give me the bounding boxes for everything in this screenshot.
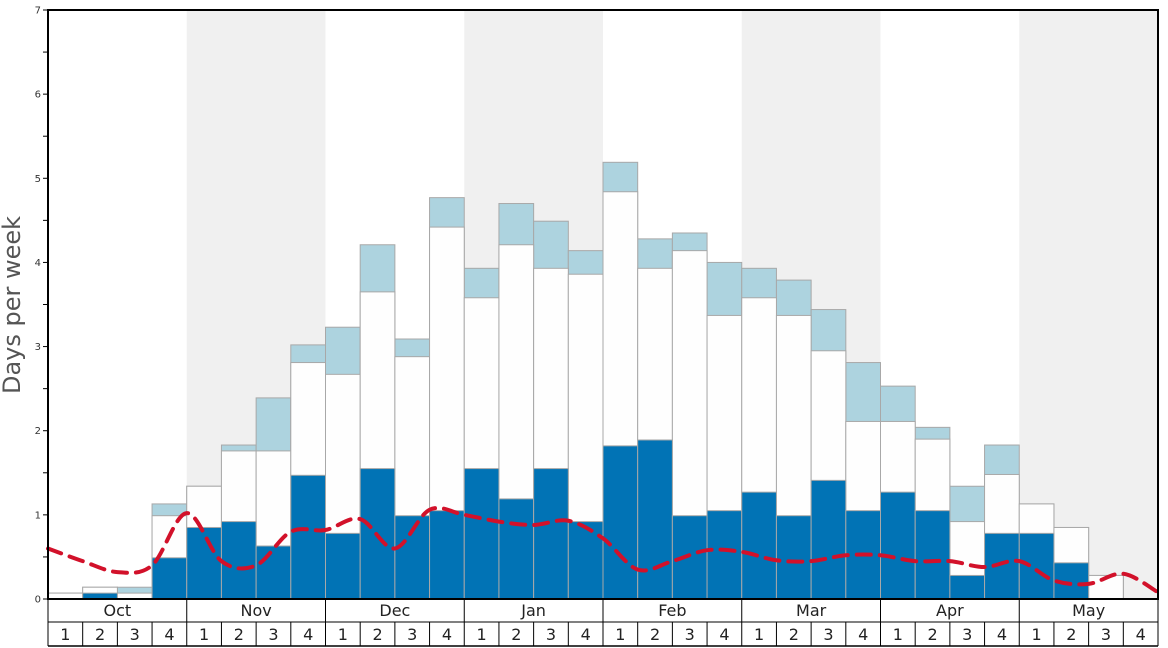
bar [741,491,777,600]
bar [637,439,673,600]
week-label: 1 [199,625,209,644]
bar [706,510,743,600]
bar [429,510,465,600]
bar [775,515,812,600]
bar [602,445,639,600]
month-label: Feb [658,601,686,620]
week-label: 2 [372,625,382,644]
month-band [1019,10,1158,599]
week-label: 4 [1136,625,1146,644]
week-label: 3 [962,625,972,644]
week-label: 3 [268,625,278,644]
week-label: 2 [650,625,660,644]
bar [290,474,326,600]
week-label: 2 [511,625,521,644]
week-label: 3 [130,625,140,644]
month-label: Apr [936,601,964,620]
y-tick-label: 4 [35,258,41,269]
month-label: Dec [379,601,410,620]
month-label: Jan [520,601,546,620]
week-label: 4 [719,625,729,644]
bar [880,491,916,600]
week-label: 3 [1101,625,1111,644]
month-label: Nov [241,601,272,620]
y-axis-title: Days per week [0,216,26,394]
bar [1018,532,1055,600]
week-label: 1 [1032,625,1042,644]
week-label: 1 [338,625,348,644]
trend-line-path [46,505,1160,595]
week-label: 2 [789,625,799,644]
week-label: 3 [685,625,695,644]
week-label: 4 [858,625,868,644]
bar [151,557,188,600]
week-label: 4 [581,625,591,644]
bar [810,479,847,600]
bar [463,468,500,600]
week-label: 3 [407,625,417,644]
bar [567,521,604,600]
y-tick-label: 2 [35,426,41,437]
bar [533,468,569,600]
bar [949,574,986,600]
y-tick-label: 3 [35,342,41,353]
bars [47,161,1124,600]
week-label: 4 [164,625,174,644]
bar [498,498,535,600]
month-label: May [1072,601,1105,620]
week-label: 1 [754,625,764,644]
y-tick-label: 7 [35,6,41,17]
bar [984,532,1020,600]
month-label: Mar [796,601,827,620]
y-tick-label: 1 [35,510,41,521]
week-label: 3 [546,625,556,644]
month-label: Oct [104,601,132,620]
y-tick-label: 0 [35,595,41,606]
week-label: 1 [893,625,903,644]
bar [671,515,708,600]
week-label: 4 [997,625,1007,644]
x-axis: Oct Nov Dec Jan Feb Mar Apr May 1 2 3 4 1 2 3 4 1 2 3 4 1 2 3 4… [47,599,1159,647]
week-label: 2 [234,625,244,644]
week-label: 1 [477,625,487,644]
week-label: 2 [95,625,105,644]
week-label: 1 [60,625,70,644]
bar [914,510,951,600]
bar [186,526,222,600]
y-tick-label: 5 [35,174,41,185]
y-tick-label: 6 [35,90,41,101]
trend-line [46,505,1160,595]
week-label: 4 [442,625,452,644]
week-label: 2 [1066,625,1076,644]
week-label: 1 [615,625,625,644]
week-label: 2 [927,625,937,644]
bar [220,521,257,600]
week-label: 3 [823,625,833,644]
bar [325,532,361,600]
week-label: 4 [303,625,313,644]
bar [255,545,292,600]
